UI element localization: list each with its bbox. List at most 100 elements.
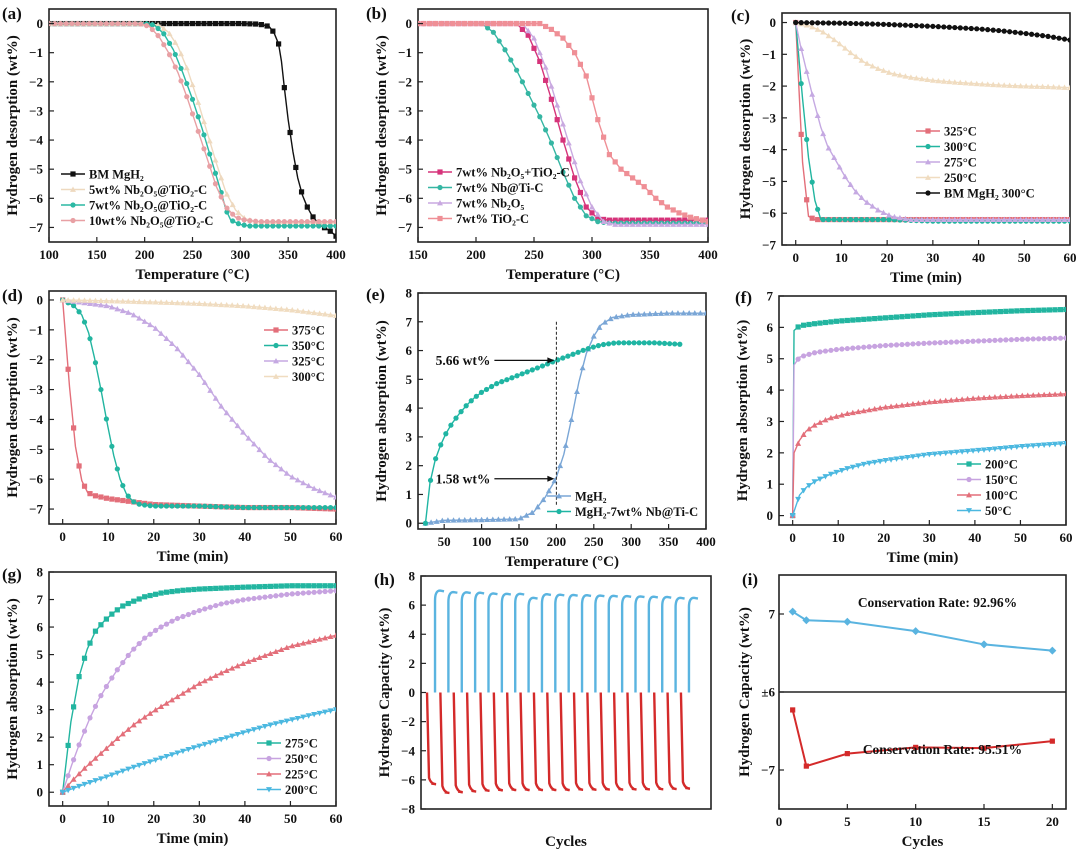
y-tick-label: −7 — [761, 763, 775, 778]
x-tick-label: 400 — [698, 247, 718, 262]
x-tick-label: 60 — [1064, 250, 1077, 265]
y-tick-label: 0 — [767, 508, 774, 523]
plot-frame — [417, 292, 707, 530]
y-axis-title: Hydrogen absorption (wt%) — [374, 320, 390, 501]
data-point — [125, 652, 131, 659]
data-point — [98, 386, 104, 393]
data-point — [224, 600, 230, 606]
panel-label: (i) — [742, 570, 758, 589]
legend-marker — [70, 171, 76, 177]
data-point — [820, 130, 827, 137]
annotation-arrowhead — [547, 475, 555, 482]
data-point — [120, 603, 126, 609]
data-point — [213, 504, 219, 510]
y-tick-label: 4 — [409, 627, 416, 642]
data-point — [924, 76, 931, 83]
data-point — [601, 134, 607, 140]
panel-label: (f) — [735, 288, 752, 307]
data-point — [948, 311, 954, 317]
data-point — [932, 340, 938, 346]
data-point — [300, 714, 307, 721]
legend-label: 5wt% Nb₂O₅@TiO₂-C — [89, 183, 207, 197]
legend-label: 200°C — [985, 458, 1018, 472]
data-point — [65, 773, 71, 779]
data-point — [904, 341, 911, 347]
data-point — [267, 593, 273, 600]
data-point — [1057, 391, 1064, 397]
y-tick-label: −1 — [762, 47, 776, 62]
data-point — [59, 789, 66, 796]
data-point — [142, 635, 148, 641]
data-point — [114, 305, 121, 312]
data-point — [899, 402, 905, 408]
data-point — [212, 672, 219, 678]
data-point — [109, 611, 115, 617]
data-point — [1012, 82, 1019, 89]
data-point — [635, 217, 641, 223]
annotation-label: 5.66 wt% — [436, 353, 491, 368]
y-tick-label: −7 — [762, 238, 776, 253]
data-point — [531, 102, 537, 108]
data-point — [676, 217, 682, 223]
legend-marker — [273, 327, 279, 333]
y-tick-label: −6 — [29, 191, 43, 206]
data-point — [333, 583, 336, 589]
data-point — [902, 73, 909, 79]
data-point — [305, 638, 312, 645]
y-axis-title: Hydrogen desorption (wt%) — [738, 39, 754, 220]
data-point — [311, 712, 318, 718]
data-point — [1041, 307, 1047, 313]
data-point — [327, 708, 334, 714]
data-point — [519, 79, 526, 85]
data-point — [1050, 216, 1057, 222]
data-point — [560, 169, 566, 175]
data-point — [327, 219, 333, 225]
data-point — [163, 754, 170, 760]
data-point — [207, 151, 213, 157]
data-point — [132, 20, 138, 27]
data-point — [795, 440, 802, 446]
data-point — [822, 474, 829, 480]
data-point — [298, 189, 305, 195]
data-point — [172, 39, 179, 45]
data-point — [1067, 84, 1070, 91]
data-point — [502, 20, 508, 27]
data-point — [904, 313, 911, 319]
data-point — [114, 770, 121, 776]
data-point — [902, 215, 909, 222]
data-point — [991, 446, 998, 452]
data-point — [937, 451, 944, 457]
data-point — [929, 77, 936, 83]
data-point — [806, 351, 812, 357]
data-point — [953, 396, 960, 403]
data-point — [428, 519, 435, 525]
data-point — [826, 216, 832, 223]
data-point — [992, 309, 998, 315]
chart-panel-b: (b) 150 200 250 300 350 400 0 −1 −2 −3 −4 −5 −6 −7 Temp… — [366, 4, 718, 283]
data-point — [218, 585, 224, 591]
desorption-cycle-curve — [519, 692, 530, 792]
data-point — [267, 722, 274, 728]
data-point — [70, 776, 77, 782]
data-point — [166, 30, 173, 37]
x-tick-label: 50 — [438, 534, 451, 549]
data-point — [196, 371, 203, 378]
data-point — [306, 583, 312, 589]
legend-label: 50°C — [985, 504, 1012, 518]
data-point — [631, 340, 637, 346]
data-point — [489, 516, 496, 522]
data-point — [630, 217, 636, 223]
data-point — [1039, 83, 1046, 90]
data-point — [795, 356, 801, 362]
data-point — [560, 35, 566, 41]
data-point — [926, 452, 933, 458]
data-point — [875, 207, 881, 213]
data-point — [270, 219, 276, 225]
data-point — [525, 90, 531, 97]
data-point — [985, 27, 991, 33]
data-point — [882, 404, 889, 410]
data-point — [896, 72, 903, 78]
data-point — [699, 221, 706, 227]
data-point — [468, 398, 474, 404]
data-point — [512, 516, 519, 522]
